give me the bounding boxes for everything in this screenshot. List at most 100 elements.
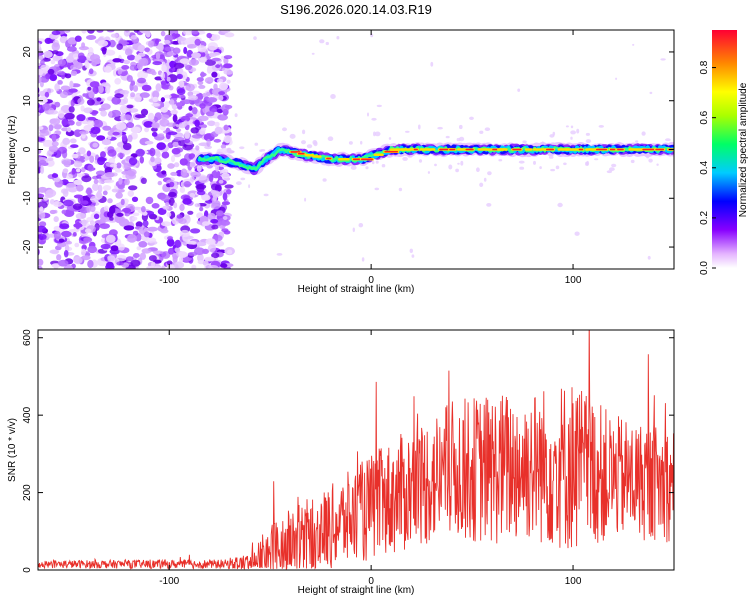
- noise-blob: [70, 144, 79, 149]
- noise-blob: [132, 230, 139, 236]
- noise-blob: [131, 196, 139, 202]
- noise-blob: [148, 255, 157, 262]
- x-tick-label: 0: [368, 275, 374, 286]
- noise-blob: [194, 38, 201, 46]
- noise-blob: [455, 168, 459, 173]
- noise-blob: [38, 161, 42, 168]
- noise-blob: [123, 162, 131, 170]
- noise-blob: [197, 253, 204, 262]
- noise-blob: [125, 256, 134, 262]
- y-tick-label: 20: [22, 46, 33, 58]
- noise-blob: [110, 33, 119, 38]
- noise-blob: [199, 103, 206, 109]
- noise-blob: [151, 102, 161, 107]
- noise-blob: [59, 91, 68, 99]
- noise-blob: [322, 178, 327, 182]
- noise-blob: [27, 215, 37, 220]
- noise-blob: [66, 173, 73, 180]
- noise-blob: [221, 201, 231, 206]
- noise-blob: [214, 121, 220, 127]
- noise-blob: [88, 91, 95, 99]
- noise-blob: [102, 185, 112, 191]
- noise-blob: [92, 183, 99, 192]
- noise-blob: [187, 210, 194, 215]
- noise-blob: [74, 242, 80, 248]
- noise-blob: [63, 209, 75, 218]
- noise-blob: [135, 114, 146, 119]
- noise-blob: [173, 261, 185, 269]
- noise-blob: [72, 53, 80, 60]
- noise-blob: [89, 220, 96, 226]
- noise-blob: [352, 227, 355, 233]
- noise-blob: [161, 265, 166, 269]
- noise-blob: [166, 238, 175, 247]
- noise-blob: [112, 131, 120, 136]
- noise-blob: [409, 248, 413, 253]
- noise-blob: [222, 216, 228, 220]
- noise-blob: [49, 249, 60, 254]
- noise-blob: [263, 193, 269, 197]
- spectrogram-noise: [27, 30, 671, 269]
- noise-blob: [167, 163, 175, 169]
- noise-blob: [154, 157, 162, 165]
- noise-blob: [106, 30, 115, 33]
- noise-blob: [59, 35, 68, 44]
- noise-blob: [111, 96, 121, 105]
- noise-blob: [62, 199, 74, 207]
- noise-blob: [137, 70, 149, 80]
- noise-blob: [88, 47, 94, 55]
- noise-blob: [191, 90, 200, 95]
- noise-blob: [187, 44, 197, 49]
- noise-blob: [140, 177, 147, 184]
- noise-blob: [160, 72, 165, 80]
- noise-blob: [302, 129, 306, 135]
- noise-blob: [107, 256, 115, 262]
- noise-blob: [207, 244, 216, 253]
- noise-blob: [155, 52, 161, 60]
- noise-blob: [66, 46, 77, 52]
- noise-blob: [152, 259, 162, 264]
- noise-blob: [100, 110, 107, 117]
- noise-blob: [160, 194, 170, 202]
- noise-blob: [116, 43, 123, 50]
- noise-blob: [43, 50, 53, 59]
- noise-blob: [68, 106, 75, 113]
- noise-blob: [132, 216, 138, 221]
- noise-blob: [119, 90, 130, 95]
- noise-blob: [76, 168, 81, 173]
- noise-blob: [73, 179, 83, 185]
- noise-blob: [169, 60, 175, 69]
- noise-blob: [114, 168, 123, 173]
- noise-blob: [169, 181, 175, 188]
- noise-blob: [648, 158, 653, 163]
- noise-blob: [104, 49, 116, 56]
- noise-blob: [57, 146, 68, 154]
- noise-blob: [95, 170, 106, 176]
- noise-blob: [170, 171, 178, 176]
- noise-blob: [179, 158, 188, 166]
- noise-blob: [86, 204, 92, 213]
- noise-blob: [155, 151, 161, 158]
- noise-blob: [38, 148, 42, 154]
- noise-blob: [152, 90, 160, 99]
- noise-blob: [51, 50, 59, 55]
- noise-blob: [184, 37, 194, 45]
- noise-blob: [191, 264, 197, 269]
- noise-blob: [74, 35, 82, 42]
- noise-blob: [206, 97, 218, 103]
- noise-blob: [350, 165, 357, 170]
- noise-blob: [29, 261, 36, 265]
- noise-blob: [108, 111, 113, 118]
- noise-blob: [168, 191, 177, 198]
- noise-blob: [57, 80, 63, 85]
- noise-blob: [120, 149, 127, 154]
- noise-blob: [125, 30, 130, 33]
- noise-blob: [164, 101, 170, 109]
- noise-blob: [124, 178, 130, 186]
- noise-blob: [570, 130, 576, 135]
- noise-blob: [123, 60, 130, 65]
- noise-blob: [75, 221, 81, 230]
- noise-blob: [60, 105, 72, 114]
- noise-blob: [133, 30, 139, 33]
- noise-blob: [374, 131, 381, 137]
